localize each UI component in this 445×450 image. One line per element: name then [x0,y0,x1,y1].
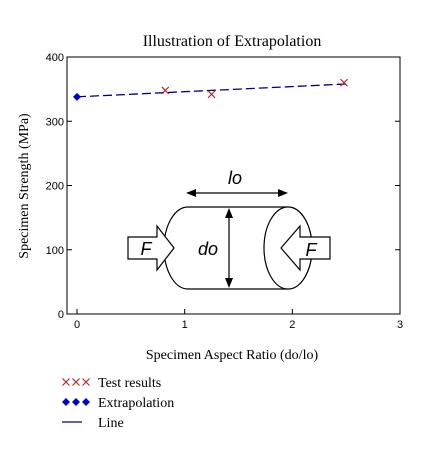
test-result-point [161,86,170,95]
y-tick-label: 300 [46,116,64,128]
length-label: lo [228,168,242,188]
series-line-extrapolation [76,83,347,98]
diameter-arrowhead-top [225,208,233,218]
chart-title: Illustration of Extrapolation [143,33,322,50]
legend-marker-test-results [62,378,70,386]
force-label-right: F [306,240,318,260]
legend-marker-test-results [72,378,80,386]
force-label-left: F [141,239,153,259]
y-tick-label: 0 [58,309,64,321]
legend-label: Line [98,416,124,431]
y-tick-label: 100 [46,245,64,257]
legend-label: Extrapolation [98,396,174,411]
legend-marker-extrapolation [72,398,80,406]
chart-legend: Test results Extrapolation Line [62,376,174,431]
legend-marker-extrapolation [62,398,70,406]
legend-marker-test-results [82,378,90,386]
y-tick-label: 200 [46,181,64,193]
x-tick-label: 2 [289,319,295,331]
diameter-label: do [198,239,218,259]
x-tick-label: 0 [74,319,80,331]
force-arrow-left [127,224,175,272]
diameter-arrowhead-bottom [225,278,233,288]
extrapolation-point [73,92,81,101]
test-result-point [340,78,348,87]
x-tick-label: 3 [397,319,403,331]
force-arrow-right [280,224,331,272]
test-result-point [207,90,216,99]
x-tick-label: 1 [182,319,188,331]
length-arrowhead-right [278,189,288,197]
y-tick-label: 400 [46,52,64,64]
y-axis-label: Specimen Strength (MPa) [17,113,32,259]
legend-marker-extrapolation [82,398,90,406]
legend-label: Test results [98,376,161,391]
specimen-diagram: lo do F F [127,168,331,290]
length-arrowhead-left [186,189,196,197]
x-axis-label: Specimen Aspect Ratio (do/lo) [146,348,319,363]
